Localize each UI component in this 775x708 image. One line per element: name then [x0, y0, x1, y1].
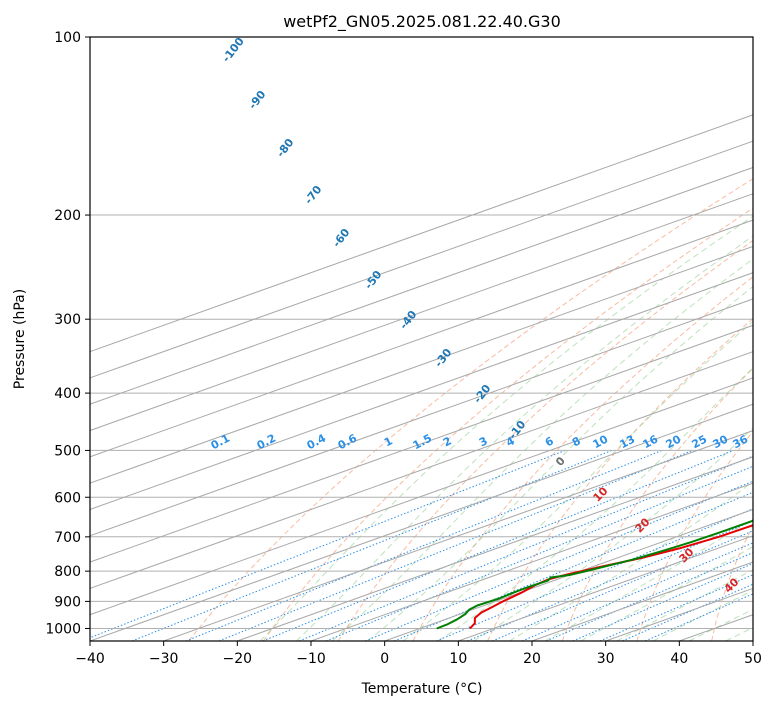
isotherm-gridline — [90, 324, 753, 563]
mixing-ratio-label: 10 — [591, 432, 611, 451]
dry-adiabat-line — [412, 276, 753, 641]
isotherm-gridline — [163, 430, 753, 641]
mixing-ratio-line — [325, 465, 753, 641]
x-tick-label: −10 — [296, 651, 326, 667]
y-tick-label: 200 — [54, 208, 81, 224]
y-tick-label: 100 — [54, 30, 81, 46]
x-tick-label: 0 — [380, 651, 389, 667]
isotherm-gridline — [90, 298, 753, 537]
isotherm-gridline — [458, 535, 753, 641]
isotherm-gridline — [310, 482, 753, 641]
moist-adiabat-line — [331, 258, 753, 641]
isotherm-gridline — [90, 166, 753, 405]
x-tick-label: −30 — [149, 651, 179, 667]
mixing-ratio-label: 13 — [618, 433, 638, 452]
isotherm-gridline — [90, 351, 753, 589]
mixing-ratio-label: 36 — [731, 432, 751, 451]
moist-adiabat-line — [402, 320, 753, 641]
mixing-ratio-line — [365, 480, 753, 641]
mixing-ratio-line — [185, 449, 663, 641]
isotherm-gridline — [90, 193, 753, 432]
moist-adiabat-line — [295, 235, 753, 641]
x-tick-label: −40 — [75, 651, 105, 667]
mixing-ratio-line — [131, 449, 613, 641]
dewpoint-profile-line — [436, 519, 753, 630]
dry-adiabat-line — [337, 239, 753, 641]
dry-adiabat-line — [487, 317, 753, 641]
chart-title: wetPf2_GN05.2025.081.22.40.G30 — [283, 12, 561, 32]
mixing-ratio-label: 25 — [690, 433, 710, 452]
moist-adiabat-line — [473, 427, 753, 641]
x-tick-label: 20 — [523, 651, 541, 667]
mixing-ratio-line — [90, 449, 566, 639]
y-tick-label: 700 — [54, 530, 81, 546]
moist-adiabat-line — [259, 215, 753, 641]
mixing-ratio-label: 20 — [664, 432, 684, 451]
plot-frame — [89, 36, 754, 642]
y-tick-label: 900 — [54, 594, 81, 610]
mixing-ratio-line — [394, 491, 753, 641]
x-tick-label: 40 — [670, 651, 688, 667]
isotherm-gridline — [90, 272, 753, 510]
dry-adiabat-line — [636, 430, 753, 641]
x-tick-label: −20 — [223, 651, 253, 667]
x-tick-label: 10 — [449, 651, 467, 667]
isotherm-gridline — [384, 508, 753, 641]
mixing-ratio-label: 30 — [711, 432, 731, 451]
moist-adiabat-line — [544, 518, 753, 641]
y-tick-label: 300 — [54, 312, 81, 328]
dry-adiabat-line — [263, 207, 753, 641]
x-axis-label: Temperature (°C) — [361, 681, 483, 697]
moist-adiabat-line — [509, 481, 753, 641]
mixing-ratio-line — [521, 542, 753, 641]
isotherm-gridline — [90, 219, 753, 458]
isotherm-gridline — [90, 403, 753, 641]
moist-adiabat-line — [367, 285, 753, 641]
isotherm-gridline — [90, 245, 753, 484]
mixing-ratio-label: 16 — [641, 432, 661, 451]
dry-adiabat-line — [561, 367, 753, 641]
mixing-ratio-line — [546, 552, 753, 641]
y-tick-label: 400 — [54, 386, 81, 402]
isotherm-gridline — [90, 140, 753, 379]
mixing-ratio-line — [436, 508, 753, 641]
x-tick-label: 50 — [744, 651, 762, 667]
isotherm-gridline — [237, 456, 753, 641]
y-tick-label: 500 — [54, 443, 81, 459]
y-axis-label: Pressure (hPa) — [12, 289, 28, 389]
x-tick-label: 30 — [597, 651, 615, 667]
y-tick-label: 1000 — [45, 621, 81, 637]
moist-adiabat-line — [652, 589, 753, 641]
isotherm-gridline — [90, 377, 753, 616]
dry-adiabat-line — [188, 178, 753, 641]
y-tick-label: 800 — [54, 564, 81, 580]
y-tick-label: 600 — [54, 490, 81, 506]
isotherm-gridline — [90, 114, 753, 353]
